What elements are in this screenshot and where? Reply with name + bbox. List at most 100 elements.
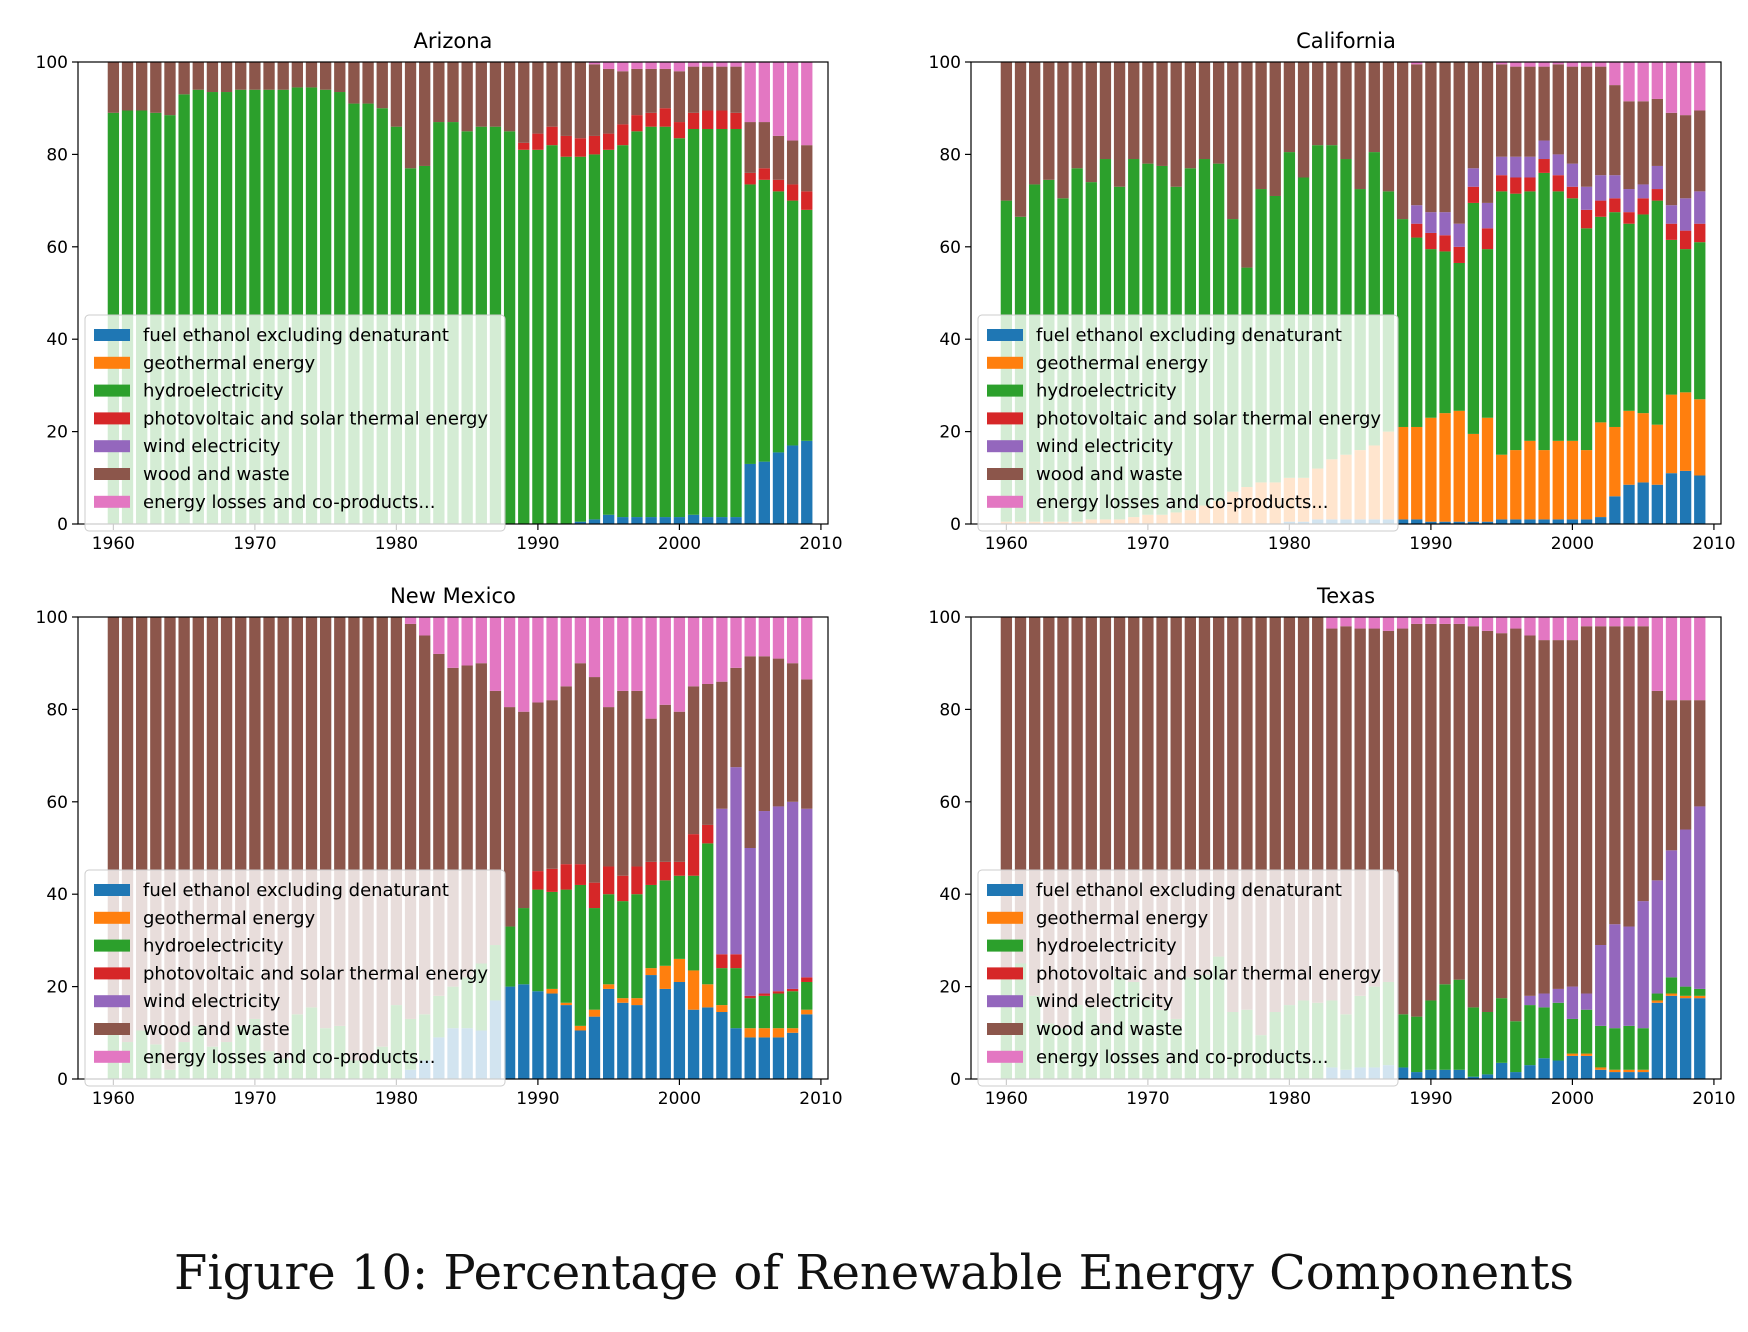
bar-segment (801, 145, 813, 192)
bar-segment (206, 617, 219, 1047)
bar-segment (687, 112, 700, 129)
bar-segment (772, 452, 785, 524)
bar-segment (744, 617, 756, 657)
bar-segment (758, 656, 770, 812)
bar-segment (801, 977, 813, 982)
bar-segment (1552, 440, 1564, 520)
bar-segment (1552, 988, 1564, 1003)
bar-segment (1510, 177, 1522, 194)
bar-segment (1623, 1025, 1635, 1070)
bar-segment (1694, 998, 1706, 1079)
x-tick-label: 2000 (658, 1089, 701, 1109)
bar-segment (1609, 617, 1621, 627)
legend-swatch (987, 1050, 1023, 1063)
bar-segment (1651, 1000, 1663, 1003)
legend-swatch (987, 495, 1023, 508)
bar-segment (1538, 519, 1550, 524)
bar-segment (1510, 66, 1522, 157)
bar-segment (249, 62, 261, 90)
bar-segment (518, 62, 530, 143)
bar-segment (744, 1037, 756, 1079)
bar-segment (1368, 62, 1380, 153)
bar-segment (588, 519, 601, 524)
bar-segment (532, 149, 544, 524)
bar-segment (1552, 640, 1564, 989)
bar-segment (772, 179, 785, 192)
chart-title: California (1296, 29, 1396, 53)
bar-segment (744, 122, 756, 173)
bar-segment (588, 677, 601, 883)
bar-segment (291, 617, 303, 1015)
bar-segment (419, 635, 431, 1015)
bar-segment (1340, 617, 1352, 627)
bar-segment (574, 884, 587, 1026)
bar-segment (772, 993, 785, 1029)
bar-segment (1043, 617, 1055, 1024)
bar-segment (1595, 216, 1607, 423)
bar-segment (1623, 626, 1635, 927)
bar-segment (1467, 626, 1480, 1008)
y-tick-label: 100 (929, 608, 961, 628)
bar-segment (588, 882, 601, 909)
bar-segment (659, 517, 671, 524)
bar-segment (702, 843, 714, 985)
bar-segment (1496, 519, 1508, 524)
bar-segment (1694, 191, 1706, 224)
bar-segment (1496, 633, 1508, 999)
bar-segment (1481, 249, 1494, 418)
bar-segment (433, 617, 445, 654)
bar-segment (220, 617, 233, 1043)
bar-segment (772, 617, 785, 659)
bar-segment (631, 894, 643, 999)
bar-segment (659, 126, 671, 518)
bar-segment (1637, 1072, 1649, 1079)
bar-segment (1099, 617, 1112, 1024)
bar-segment (645, 975, 657, 1079)
bar-segment (659, 108, 671, 127)
bar-segment (673, 122, 686, 139)
bar-segment (546, 62, 558, 127)
bar-segment (1580, 617, 1593, 627)
legend-label: wood and waste (1036, 1019, 1183, 1040)
y-tick-label: 60 (939, 238, 961, 258)
bar-segment (1382, 62, 1395, 192)
bar-segment (1467, 1007, 1480, 1077)
bar-segment (1679, 995, 1692, 999)
bar-segment (673, 138, 686, 518)
bar-segment (319, 62, 332, 90)
bar-segment (348, 62, 360, 104)
bar-segment (1665, 62, 1678, 113)
bar-segment (1595, 945, 1607, 1026)
bar-segment (1439, 62, 1451, 213)
legend-label: wind electricity (143, 436, 281, 457)
bar-segment (560, 889, 572, 1003)
bar-segment (744, 848, 756, 996)
bar-segment (631, 998, 643, 1006)
bar-segment (617, 690, 629, 876)
bar-segment (1411, 64, 1423, 206)
x-tick-label: 2000 (658, 534, 701, 554)
bar-segment (1467, 617, 1480, 627)
y-tick-label: 20 (939, 978, 961, 998)
bar-segment (121, 617, 134, 1043)
bar-segment (801, 1009, 813, 1015)
bar-segment (1439, 212, 1451, 236)
bar-segment (1368, 152, 1380, 446)
bar-segment (1510, 193, 1522, 451)
bar-segment (687, 62, 700, 67)
bar-segment (1609, 924, 1621, 1029)
bar-segment (631, 68, 643, 116)
bar-segment (1679, 230, 1692, 250)
bar-segment (150, 617, 162, 1045)
y-tick-label: 60 (46, 793, 68, 813)
bar-segment (334, 62, 346, 93)
legend-label: geothermal energy (143, 353, 315, 374)
bar-segment (192, 62, 204, 90)
bar-segment (404, 617, 417, 624)
bar-segment (560, 135, 572, 157)
bar-segment (1566, 617, 1579, 641)
bar-segment (1580, 1055, 1593, 1079)
bar-segment (291, 87, 303, 524)
bar-segment (1170, 617, 1182, 1019)
